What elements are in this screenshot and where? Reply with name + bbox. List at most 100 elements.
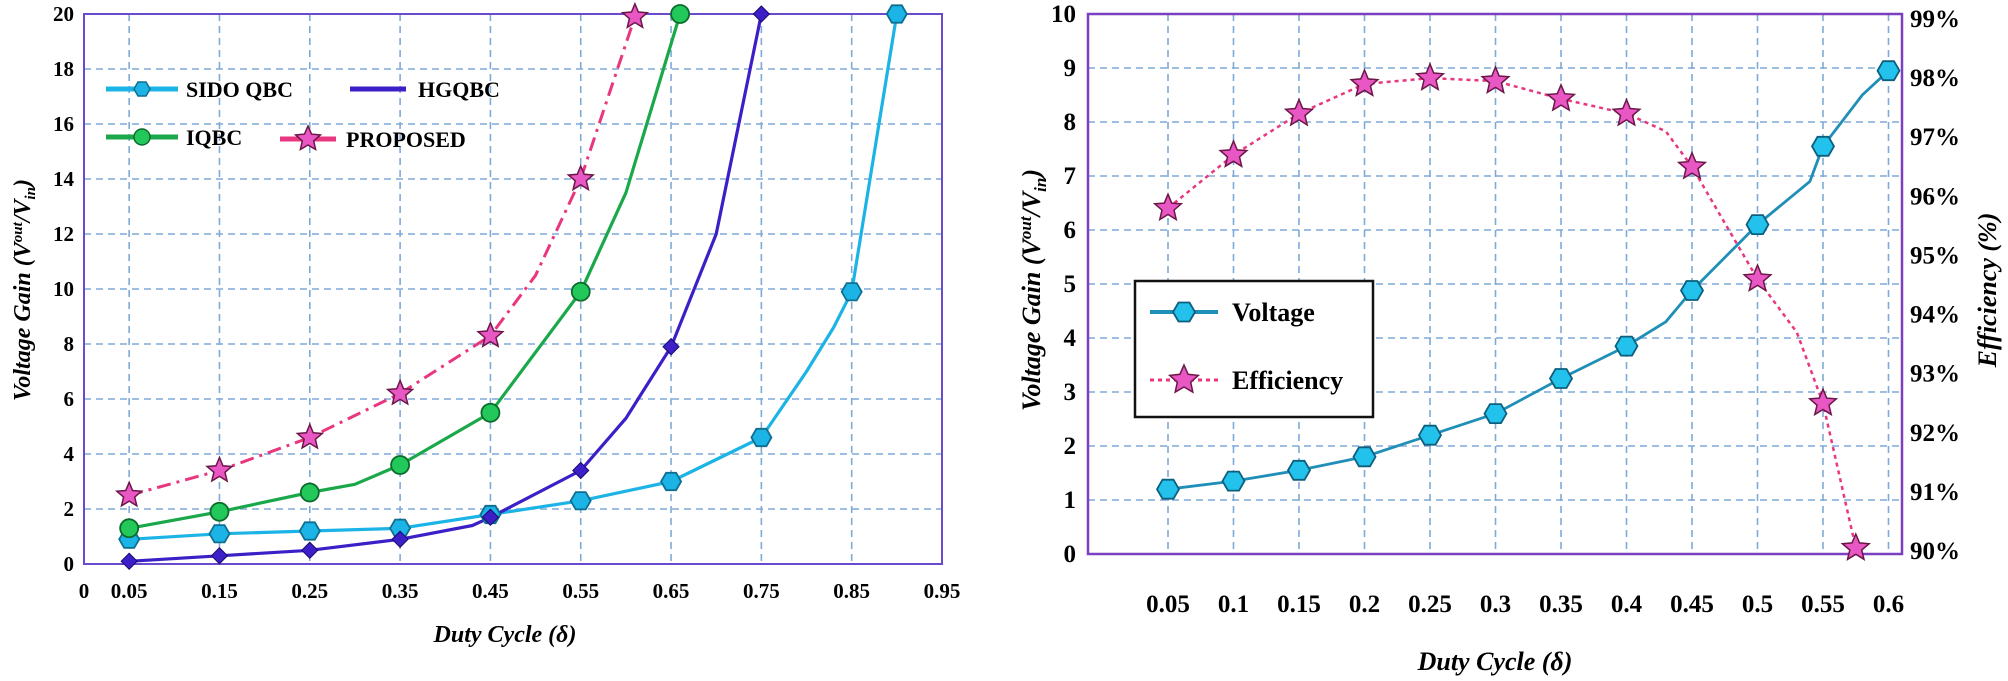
left-point-sido-qbc	[885, 4, 908, 24]
right-point-efficiency	[1218, 139, 1249, 168]
left-x-tick-label: 0.65	[653, 579, 690, 603]
left-x-tick-label: 0.55	[562, 579, 599, 603]
right-point-efficiency	[1480, 65, 1511, 94]
left-y-axis-title: Voltage Gain (Vout/Vin)	[10, 179, 39, 401]
right-y2-axis-title: Efficiency (%)	[1973, 213, 2002, 369]
right-point-efficiency	[1414, 62, 1446, 91]
left-point-sido-qbc	[208, 524, 231, 544]
right-point-voltage	[1483, 403, 1508, 425]
right-point-efficiency	[1840, 532, 1871, 562]
left-point-hgqbc	[572, 461, 590, 480]
right-y-tick-label: 0	[1064, 541, 1077, 568]
left-y-tick-label: 6	[64, 387, 75, 411]
right-x-tick-label: 0.05	[1146, 591, 1190, 618]
right-y-axis-title-close: )	[1017, 169, 1046, 180]
right-y-tick-label: 6	[1064, 217, 1077, 244]
right-point-voltage	[1810, 135, 1836, 157]
left-point-hgqbc	[391, 530, 409, 548]
right-x-tick-label: 0.6	[1873, 591, 1904, 618]
left-y-tick-label: 18	[53, 57, 74, 81]
right-y2-tick-label: 92%	[1910, 420, 1960, 447]
right-line-efficiency	[1167, 76, 1858, 549]
legend-efficiency-label: Efficiency	[1232, 366, 1343, 395]
right-y-axis-title-sup: out	[1016, 215, 1035, 239]
right-plot-frame	[1086, 12, 1904, 556]
right-chart: 0.05 0.1 0.15 0.2 0.25 0.3 0.35 0.4 0.45 0.5 0.55 0…	[1016, 1, 2002, 676]
left-point-proposed	[476, 320, 505, 348]
left-y-tick-label: 10	[53, 277, 74, 301]
left-y-axis-title-sub: in	[23, 187, 39, 200]
right-y-ticks: 0 1 2 3 4 5 6 7 8 9 10	[1051, 1, 1077, 568]
right-y-tick-label: 2	[1064, 433, 1077, 460]
right-legend-box	[1133, 279, 1375, 419]
left-point-iqbc	[670, 4, 690, 24]
left-point-hgqbc	[752, 5, 771, 23]
left-chart: 0 0.05 0.15 0.25 0.35 0.45 0.55 0.65 0.75 0.85 0.9…	[10, 1, 960, 648]
right-y-axis-title: Voltage Gain (Vout/Vin)	[1016, 169, 1050, 411]
right-y2-tick-label: 99%	[1910, 6, 1960, 33]
legend-iqbc-marker	[133, 128, 151, 146]
legend-proposed-label: PROPOSED	[346, 127, 466, 152]
right-point-voltage	[1155, 478, 1181, 500]
left-x-tick-label: 0.35	[382, 579, 419, 603]
right-point-efficiency	[1676, 150, 1708, 180]
right-x-axis-title: Duty Cycle (δ)	[1417, 647, 1573, 676]
right-point-efficiency	[1152, 192, 1184, 222]
right-x-tick-label: 0.45	[1670, 591, 1714, 618]
left-y-tick-label: 20	[53, 2, 74, 26]
left-x-tick-label: 0.75	[743, 579, 780, 603]
left-point-proposed	[114, 480, 144, 508]
legend-voltage-label: Voltage	[1232, 298, 1315, 327]
right-point-voltage	[1352, 446, 1377, 468]
right-point-voltage	[1221, 470, 1246, 492]
right-x-tick-label: 0.4	[1611, 591, 1643, 618]
left-point-sido-qbc	[840, 282, 863, 302]
right-point-voltage	[1417, 424, 1443, 446]
left-x-tick-label: 0	[79, 579, 90, 603]
left-point-iqbc	[119, 518, 140, 539]
left-x-tick-label: 0.85	[833, 579, 870, 603]
legend-hgqbc-label: HGQBC	[418, 77, 500, 102]
legend-efficiency-marker	[1167, 363, 1201, 394]
left-point-hgqbc	[662, 338, 680, 356]
right-y-tick-label: 7	[1064, 163, 1077, 190]
right-y-tick-label: 4	[1064, 325, 1077, 352]
left-line-sido-qbc	[129, 14, 899, 541]
left-plot-frame	[83, 13, 943, 565]
left-legend: SIDO QBC HGQBC IQBC PROPOSED	[106, 77, 500, 152]
right-point-efficiency	[1611, 97, 1642, 127]
left-point-proposed	[295, 422, 325, 450]
left-y-tick-label: 4	[64, 442, 75, 466]
legend-iqbc-label: IQBC	[186, 125, 242, 150]
left-y-tick-label: 12	[53, 222, 74, 246]
left-point-iqbc	[480, 402, 501, 423]
left-x-axis-title: Duty Cycle (δ)	[433, 622, 577, 648]
right-point-efficiency	[1283, 97, 1315, 127]
legend-sido-qbc-label: SIDO QBC	[186, 77, 293, 102]
right-x-tick-label: 0.15	[1277, 591, 1321, 618]
left-point-proposed	[566, 164, 595, 192]
left-y-axis-title-sep: /V	[10, 198, 36, 225]
right-y2-tick-label: 98%	[1910, 65, 1960, 92]
left-point-sido-qbc	[750, 427, 773, 448]
legend-item-hgqbc: HGQBC	[350, 77, 500, 102]
left-y-tick-label: 2	[64, 497, 75, 521]
right-x-tick-label: 0.5	[1742, 591, 1773, 618]
right-point-voltage	[1679, 280, 1705, 301]
legend-item-proposed: PROPOSED	[280, 124, 466, 152]
left-point-iqbc	[570, 281, 591, 302]
right-y-tick-label: 8	[1064, 109, 1077, 136]
legend-item-iqbc: IQBC	[106, 125, 242, 150]
right-y-tick-label: 3	[1064, 379, 1077, 406]
left-point-iqbc	[390, 455, 411, 475]
right-y-axis-title-main: Voltage Gain (V	[1017, 236, 1046, 411]
legend-item-voltage: Voltage	[1150, 298, 1315, 327]
right-point-voltage	[1745, 214, 1770, 236]
right-point-voltage	[1614, 335, 1639, 357]
right-y2-tick-label: 93%	[1910, 361, 1960, 388]
left-point-hgqbc	[120, 552, 138, 570]
right-y-tick-label: 10	[1051, 1, 1076, 28]
right-y2-ticks: 90% 91% 92% 93% 94% 95% 96% 97% 98% 99%	[1910, 6, 1960, 565]
legend-voltage-marker	[1171, 301, 1197, 323]
left-y-tick-label: 16	[53, 112, 74, 136]
